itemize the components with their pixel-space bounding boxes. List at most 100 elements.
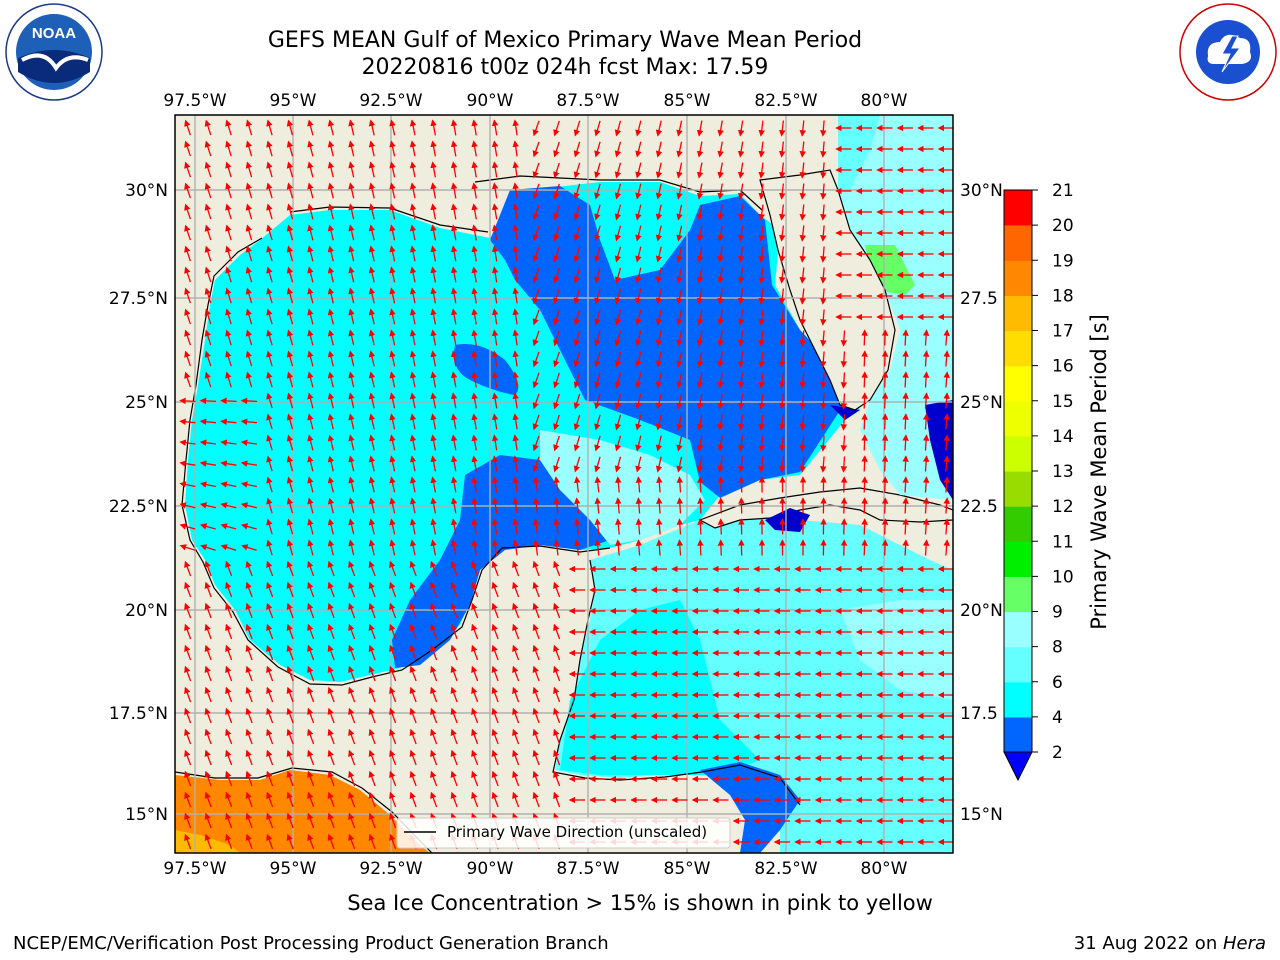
wave-arrow bbox=[220, 439, 237, 446]
wave-arrow bbox=[327, 602, 335, 619]
wave-arrow bbox=[348, 371, 355, 388]
wave-arrow bbox=[327, 245, 335, 262]
wave-arrow bbox=[307, 749, 315, 766]
wave-arrow bbox=[225, 686, 233, 703]
wave-arrow bbox=[450, 665, 458, 682]
lat-label-right: 30°N bbox=[960, 181, 1003, 201]
wave-arrow bbox=[779, 309, 786, 326]
wave-arrow bbox=[491, 560, 499, 577]
wave-arrow bbox=[409, 749, 417, 766]
wave-arrow bbox=[532, 791, 540, 808]
wave-arrow bbox=[471, 287, 478, 304]
wave-arrow bbox=[553, 770, 561, 787]
wave-arrow bbox=[779, 225, 786, 242]
wave-arrow bbox=[307, 686, 315, 703]
wave-arrow bbox=[368, 728, 376, 745]
sea-ice-note: Sea Ice Concentration > 15% is shown in … bbox=[347, 891, 933, 915]
wave-arrow bbox=[348, 749, 356, 766]
wave-arrow bbox=[491, 203, 499, 220]
wave-arrow bbox=[204, 371, 212, 388]
lon-label-bottom: 90°W bbox=[467, 859, 514, 879]
wave-arrow bbox=[717, 539, 725, 556]
wave-arrow bbox=[512, 392, 519, 409]
wave-arrow bbox=[471, 539, 478, 556]
wave-arrow bbox=[655, 183, 663, 200]
wave-arrow bbox=[266, 686, 274, 703]
wave-arrow bbox=[368, 203, 376, 220]
wave-arrow bbox=[348, 245, 355, 262]
wave-arrow bbox=[368, 497, 376, 514]
wave-arrow bbox=[574, 518, 581, 535]
wave-arrow bbox=[717, 267, 724, 284]
wave-arrow bbox=[512, 728, 520, 745]
wave-arrow bbox=[179, 481, 196, 488]
lon-label-bottom: 87.5°W bbox=[556, 859, 619, 879]
wave-arrow bbox=[348, 287, 355, 304]
wave-arrow bbox=[430, 623, 438, 640]
lat-label-left: 30°N bbox=[125, 181, 168, 201]
wave-arrow bbox=[225, 728, 233, 745]
wave-arrow bbox=[512, 182, 519, 199]
wave-arrow bbox=[758, 414, 765, 431]
wave-arrow bbox=[430, 161, 437, 178]
wave-arrow bbox=[225, 560, 233, 577]
wave-arrow bbox=[266, 791, 274, 808]
wave-arrow bbox=[512, 371, 519, 388]
wave-arrow bbox=[240, 481, 257, 488]
wave-arrow bbox=[220, 397, 237, 405]
wave-arrow bbox=[225, 287, 232, 304]
wave-arrow bbox=[409, 266, 417, 283]
wave-arrow bbox=[286, 350, 294, 367]
wave-arrow bbox=[471, 266, 478, 283]
wave-arrow bbox=[922, 329, 930, 346]
wave-arrow bbox=[184, 266, 192, 283]
wave-arrow bbox=[307, 392, 314, 409]
wave-arrow bbox=[348, 392, 355, 409]
wave-arrow bbox=[512, 581, 520, 598]
wave-arrow bbox=[245, 161, 253, 178]
wave-arrow bbox=[655, 414, 663, 431]
wave-arrow bbox=[245, 224, 253, 241]
wave-arrow bbox=[532, 309, 540, 326]
wave-arrow bbox=[779, 246, 786, 263]
gulf-dark-water bbox=[490, 186, 850, 498]
wave-arrow bbox=[471, 245, 478, 262]
wave-arrow bbox=[389, 791, 397, 808]
wave-arrow bbox=[655, 267, 663, 284]
wave-arrow bbox=[881, 413, 889, 430]
wave-arrow bbox=[409, 182, 417, 199]
wave-arrow bbox=[368, 602, 376, 619]
wave-arrow bbox=[199, 439, 216, 446]
wave-arrow bbox=[368, 749, 376, 766]
wave-arrow bbox=[409, 455, 417, 472]
wave-arrow bbox=[594, 225, 601, 242]
wave-arrow bbox=[779, 162, 786, 179]
wave-arrow bbox=[512, 308, 519, 325]
wave-arrow bbox=[184, 749, 192, 766]
wave-arrow bbox=[368, 287, 376, 304]
wave-arrow bbox=[184, 833, 192, 850]
wave-arrow bbox=[368, 434, 376, 451]
wave-arrow bbox=[430, 665, 438, 682]
wave-arrow bbox=[348, 224, 355, 241]
chart-subtitle: 20220816 t00z 024h fcst Max: 17.59 bbox=[361, 55, 769, 80]
lat-label-left: 27.5°N bbox=[109, 289, 168, 309]
wave-arrow bbox=[779, 183, 786, 200]
wave-arrow bbox=[409, 602, 417, 619]
wave-arrow bbox=[614, 330, 622, 347]
wave-arrow bbox=[266, 497, 273, 514]
wave-arrow bbox=[204, 770, 212, 787]
wave-arrow bbox=[430, 455, 437, 472]
wave-arrow bbox=[348, 623, 356, 640]
chart-title: GEFS MEAN Gulf of Mexico Primary Wave Me… bbox=[267, 28, 863, 53]
wave-arrow bbox=[512, 665, 520, 682]
wave-arrow bbox=[861, 371, 868, 388]
wave-arrow bbox=[368, 308, 376, 325]
wave-arrow bbox=[368, 518, 376, 535]
wave-arrow bbox=[491, 770, 499, 787]
wave-arrow bbox=[737, 288, 745, 305]
wave-arrow bbox=[204, 644, 212, 661]
wave-arrow bbox=[200, 523, 216, 530]
wave-arrow bbox=[553, 204, 560, 221]
lon-label-bottom: 92.5°W bbox=[359, 859, 422, 879]
